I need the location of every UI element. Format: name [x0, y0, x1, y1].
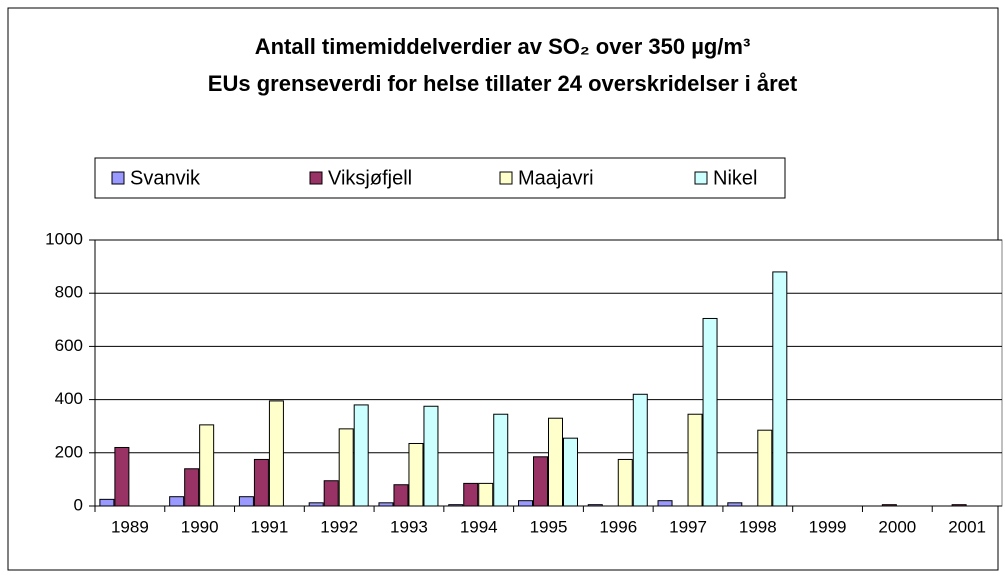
bar	[951, 504, 967, 507]
bar	[881, 504, 897, 507]
bar	[199, 424, 215, 507]
y-tick-label: 0	[74, 495, 83, 514]
bar	[617, 458, 633, 507]
bar	[408, 442, 424, 507]
x-tick-label: 1989	[111, 517, 149, 536]
legend-swatch	[499, 171, 513, 185]
x-tick-label: 1999	[809, 517, 847, 536]
legend-label: Maajavri	[518, 167, 594, 189]
bar	[423, 405, 439, 507]
x-tick-label: 2001	[948, 517, 986, 536]
bar	[378, 502, 394, 507]
x-tick-label: 1994	[460, 517, 498, 536]
bar	[238, 496, 254, 507]
legend-box	[94, 157, 786, 199]
x-tick-label: 1996	[599, 517, 637, 536]
bar	[114, 446, 130, 507]
bar	[563, 437, 578, 507]
bar	[268, 400, 284, 507]
x-tick-label: 1998	[739, 517, 777, 536]
y-tick-label: 800	[55, 283, 83, 302]
bar	[702, 317, 718, 507]
bar	[533, 456, 548, 507]
bar	[338, 428, 354, 507]
bar	[772, 271, 788, 507]
bar	[548, 417, 563, 507]
y-tick-label: 1000	[45, 229, 83, 248]
legend-swatch	[309, 171, 323, 185]
bar	[393, 484, 409, 507]
x-tick-label: 1995	[530, 517, 568, 536]
bar	[448, 504, 464, 507]
legend-swatch	[694, 171, 708, 185]
titles: Antall timemiddelverdier av SO₂ over 350…	[0, 28, 1005, 102]
legend-label: Viksjøfjell	[328, 167, 412, 189]
bar	[478, 482, 494, 507]
bar	[323, 480, 339, 507]
y-tick-label: 600	[55, 336, 83, 355]
x-tick-label: 1990	[181, 517, 219, 536]
bar	[493, 413, 509, 507]
bar	[353, 404, 369, 507]
bar	[657, 500, 673, 507]
y-tick-label: 400	[55, 389, 83, 408]
bar	[518, 500, 533, 507]
legend-label: Svanvik	[130, 167, 201, 189]
bar	[169, 496, 185, 507]
legend-swatch	[111, 171, 125, 185]
bar	[687, 413, 703, 507]
x-tick-label: 2000	[878, 517, 916, 536]
chart-subtitle: EUs grenseverdi for helse tillater 24 ov…	[207, 71, 798, 96]
bar	[99, 498, 115, 507]
x-tick-label: 1993	[390, 517, 428, 536]
x-tick-label: 1992	[320, 517, 358, 536]
bar	[184, 468, 200, 507]
bar	[587, 504, 603, 507]
bar	[632, 393, 648, 507]
chart-title: Antall timemiddelverdier av SO₂ over 350…	[254, 34, 751, 59]
bar	[463, 482, 479, 507]
x-tick-label: 1997	[669, 517, 707, 536]
legend-label: Nikel	[713, 167, 757, 189]
bar	[727, 502, 743, 507]
bar	[308, 502, 324, 507]
bar	[253, 458, 269, 507]
y-tick-label: 200	[55, 442, 83, 461]
bar	[757, 429, 773, 507]
x-tick-label: 1991	[251, 517, 289, 536]
